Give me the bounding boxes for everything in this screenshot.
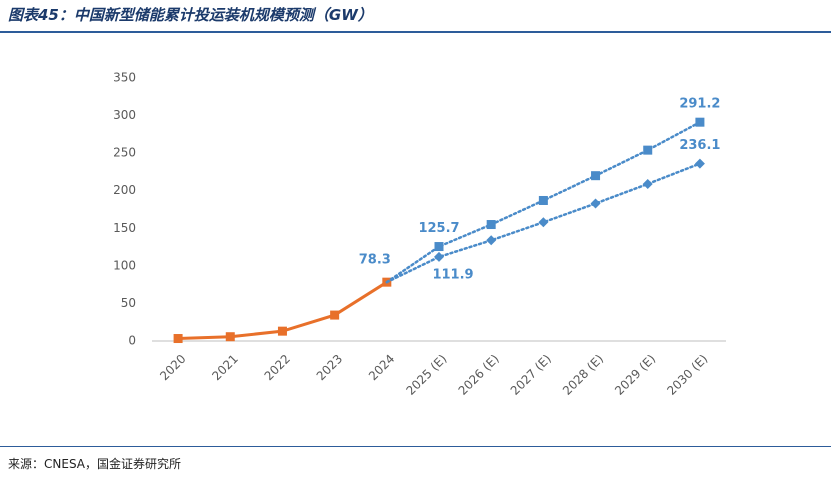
chart-title: 图表45：中国新型储能累计投运装机规模预测（GW） — [8, 6, 373, 24]
data-label: 125.7 — [418, 221, 459, 236]
x-tick-label: 2028 (E) — [560, 352, 606, 398]
marker — [434, 242, 444, 252]
marker — [694, 158, 705, 169]
divider — [0, 446, 831, 447]
marker — [486, 235, 497, 246]
x-tick-label: 2023 — [314, 352, 345, 383]
y-tick-label: 300 — [113, 108, 136, 122]
x-tick-label: 2027 (E) — [508, 352, 554, 398]
divider — [0, 31, 831, 33]
chart: 0 50 100 150 200 250 300 350 2020 2021 2022 2023 202… — [113, 71, 726, 398]
marker — [225, 332, 235, 342]
data-label: 78.3 — [359, 253, 391, 268]
x-tick-label: 2024 — [366, 352, 397, 383]
marker — [695, 117, 705, 127]
y-tick-label: 150 — [113, 221, 136, 235]
x-tick-label: 2022 — [262, 352, 293, 383]
y-tick-label: 0 — [128, 334, 136, 348]
data-label: 236.1 — [679, 138, 720, 153]
marker — [590, 198, 601, 209]
marker — [173, 334, 183, 344]
marker — [538, 195, 548, 205]
x-tick-label: 2030 (E) — [664, 352, 710, 398]
y-tick-label: 250 — [113, 146, 136, 160]
marker — [643, 145, 653, 155]
marker — [434, 251, 444, 262]
y-tick-label: 350 — [113, 71, 136, 85]
marker — [591, 171, 601, 181]
y-tick-label: 100 — [113, 258, 136, 272]
x-tick-label: 2025 (E) — [403, 352, 449, 398]
data-label: 111.9 — [432, 267, 473, 282]
source-note: 来源：CNESA，国金证券研究所 — [8, 457, 181, 471]
x-tick-label: 2020 — [157, 352, 188, 383]
marker — [642, 178, 653, 189]
marker — [486, 220, 496, 230]
x-tick-label: 2029 (E) — [612, 352, 658, 398]
x-tick-label: 2021 — [209, 352, 240, 383]
y-tick-label: 50 — [121, 296, 136, 310]
marker — [277, 326, 287, 336]
x-tick-label: 2026 (E) — [456, 352, 502, 398]
data-label: 291.2 — [679, 97, 720, 112]
marker — [538, 217, 549, 228]
marker — [330, 310, 340, 320]
y-tick-label: 200 — [113, 183, 136, 197]
